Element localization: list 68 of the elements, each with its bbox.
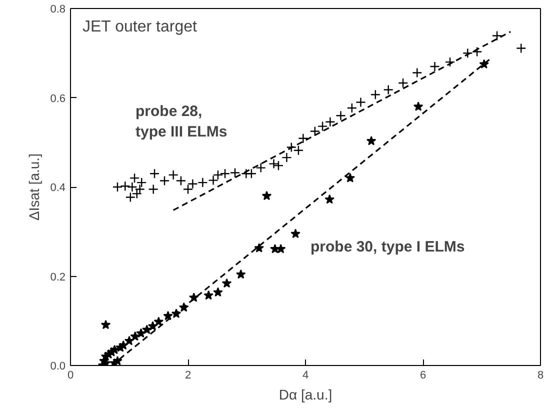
x-axis-title: Dα [a.u.] [278, 386, 332, 402]
point [112, 182, 123, 192]
annotation: JET outer target [82, 18, 198, 36]
point [112, 356, 122, 366]
point [383, 84, 394, 95]
point [220, 168, 230, 179]
point [110, 344, 120, 354]
point [120, 181, 130, 192]
point [213, 287, 223, 297]
annotation: probe 30, type I ELMs [310, 238, 465, 256]
point [268, 158, 279, 169]
y-tick-label: 0.4 [50, 182, 66, 194]
x-tick-label: 6 [420, 370, 426, 382]
point [222, 278, 232, 288]
point [127, 182, 138, 192]
point [129, 172, 140, 184]
point [230, 168, 240, 178]
point [412, 68, 422, 78]
point [142, 324, 152, 334]
point [124, 336, 134, 346]
annotation: probe 28, type III ELMs [136, 103, 228, 140]
point [366, 136, 376, 146]
point [356, 97, 366, 108]
x-tick-label: 0 [67, 370, 74, 382]
x-tick-label: 8 [537, 370, 544, 382]
point [154, 316, 164, 326]
y-axis-title: ΔIsat [a.u.] [26, 154, 42, 220]
point [236, 269, 246, 279]
point [345, 172, 356, 182]
point [118, 340, 128, 350]
point [430, 61, 440, 72]
point [472, 46, 482, 57]
point [273, 160, 284, 171]
point [286, 142, 296, 152]
point [254, 243, 264, 252]
point [346, 102, 358, 114]
point [516, 43, 526, 54]
point [492, 30, 502, 41]
point [462, 48, 473, 58]
y-tick-label: 0.0 [50, 360, 66, 372]
point [324, 194, 334, 204]
point [168, 170, 178, 180]
point [159, 176, 170, 186]
point [176, 176, 186, 186]
point [262, 190, 272, 200]
y-tick-label: 0.8 [50, 4, 66, 16]
point [149, 168, 160, 179]
point [413, 102, 424, 111]
point [290, 228, 300, 238]
point [298, 133, 308, 144]
point [204, 290, 214, 300]
y-tick-label: 0.6 [50, 92, 66, 105]
point [246, 168, 257, 179]
point [370, 90, 381, 100]
y-tick-label: 0.2 [50, 271, 66, 284]
point [282, 152, 292, 163]
point [100, 320, 111, 330]
point [198, 177, 208, 188]
point [336, 110, 346, 121]
point [398, 78, 408, 88]
x-tick-label: 2 [184, 370, 192, 382]
x-tick-label: 4 [302, 370, 309, 382]
point [293, 145, 304, 156]
point [256, 162, 266, 173]
point [136, 177, 147, 188]
point [148, 184, 158, 194]
point [444, 56, 456, 68]
point [148, 321, 158, 330]
